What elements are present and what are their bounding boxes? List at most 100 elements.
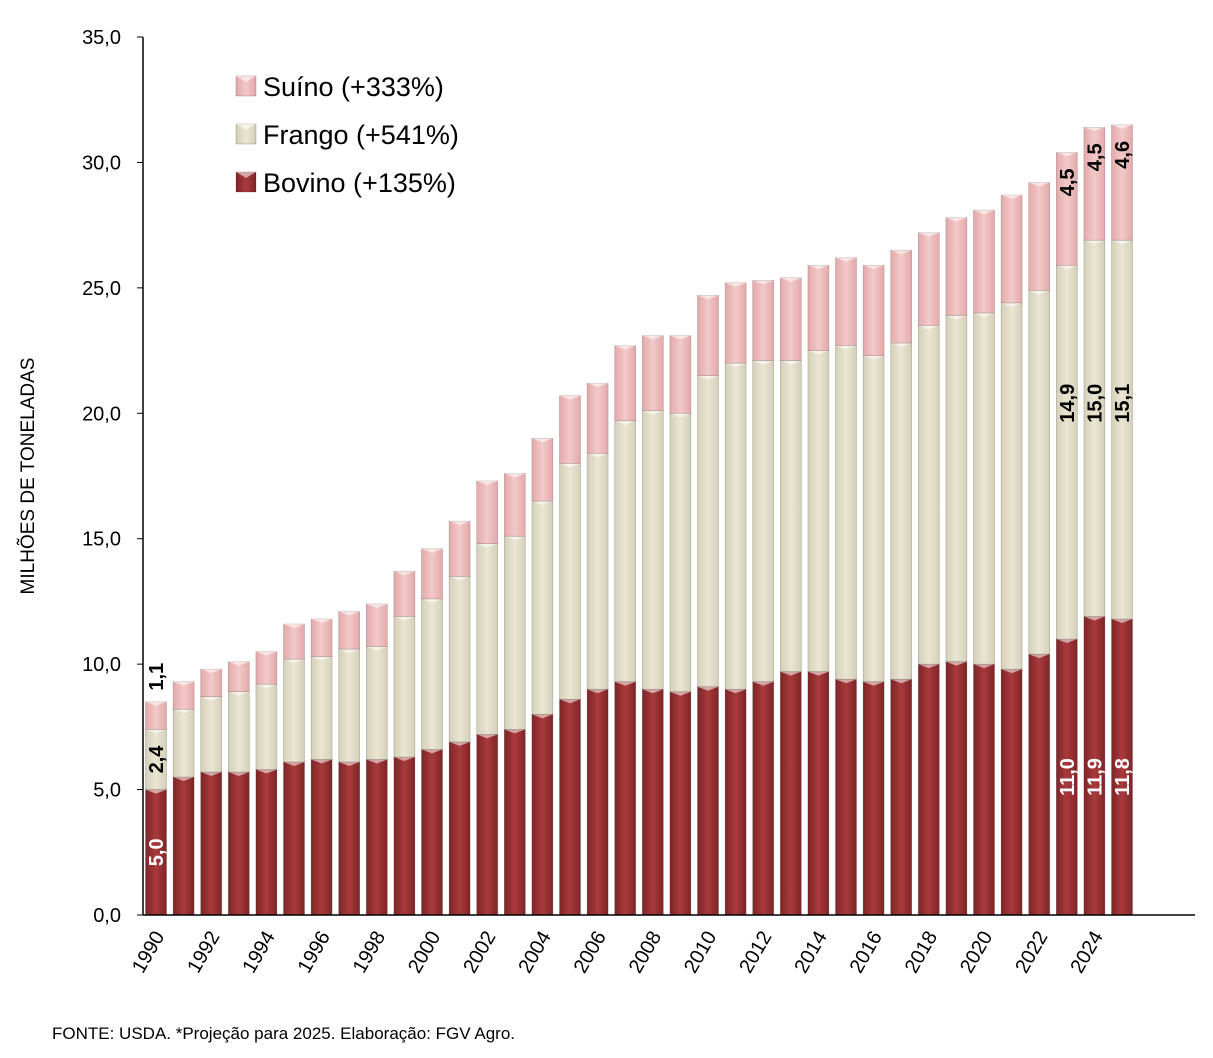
x-tick-label: 2004: [514, 928, 555, 978]
bar-top-bevel: [1111, 240, 1133, 245]
bar-top-bevel: [725, 689, 747, 694]
x-tick-labels: 1990 1992 1994 1996 1998 2000 2002 2004 2006 2008…: [128, 928, 1108, 978]
bar-bovino-1994: [255, 769, 278, 916]
bar-top-bevel: [145, 789, 167, 794]
bar-bovino-2020: [973, 663, 995, 916]
bar-top-bevel: [807, 350, 829, 355]
bar-top-bevel: [669, 413, 691, 418]
x-tick-label: 2008: [625, 928, 666, 978]
bar-bovino-2019: [945, 661, 968, 916]
bar-top-bevel: [338, 611, 360, 616]
bar-frango-2004: [531, 500, 554, 715]
bar-top-bevel: [283, 761, 305, 766]
x-tick-label: 2002: [459, 928, 500, 978]
bar-top-bevel: [1056, 265, 1078, 270]
x-tick-label: 1998: [349, 928, 390, 978]
bar-top-bevel: [504, 729, 526, 734]
bar-top-bevel: [752, 360, 774, 365]
bar-bovino-2011: [724, 688, 747, 916]
bar-bovino-2000: [421, 749, 443, 916]
x-tick-label: 2024: [1066, 928, 1107, 978]
bar-suino-2012: [752, 280, 775, 361]
bar-suino-2007: [614, 345, 637, 422]
bar-top-bevel: [283, 659, 305, 664]
bar-frango-2022: [1028, 290, 1050, 655]
bar-top-bevel: [835, 257, 857, 262]
bar-top-bevel: [255, 651, 277, 656]
data-label-frango: 15,0: [1084, 384, 1106, 423]
x-tick-label: 2016: [846, 928, 887, 978]
bar-suino-1993: [228, 661, 250, 693]
bar-top-bevel: [1111, 124, 1133, 129]
bar-top-bevel: [863, 681, 885, 686]
bar-top-bevel: [835, 679, 857, 684]
bar-top-bevel: [945, 217, 967, 222]
bar-bovino-2002: [476, 734, 499, 916]
bar-top-bevel: [173, 681, 195, 686]
bar-top-bevel: [973, 210, 995, 215]
bar-suino-2008: [641, 335, 664, 412]
x-tick-label: 2014: [790, 928, 831, 978]
bar-top-bevel: [614, 345, 636, 350]
bar-frango-1995: [283, 658, 305, 763]
data-label-bovino: 5,0: [146, 838, 168, 866]
bar-top-bevel: [228, 772, 250, 777]
bar-bovino-1995: [283, 761, 305, 916]
bar-top-bevel: [228, 661, 250, 666]
bar-suino-1990: [145, 701, 167, 730]
x-tick-label: 2010: [680, 928, 721, 978]
x-tick-label: 1994: [238, 928, 279, 978]
x-tick-label: 2018: [901, 928, 942, 978]
bar-frango-2021: [1000, 302, 1023, 670]
bar-suino-2006: [586, 382, 609, 454]
bar-top-bevel: [476, 543, 498, 548]
bar-suino-1992: [200, 668, 222, 698]
bar-suino-2009: [669, 335, 692, 414]
bar-top-bevel: [807, 265, 829, 270]
bar-top-bevel: [311, 759, 333, 764]
bar-frango-2019: [945, 315, 968, 662]
bar-frango-2008: [641, 410, 664, 690]
legend-label-frango: Frango (+541%): [263, 120, 459, 150]
bar-top-bevel: [559, 395, 581, 400]
bar-bovino-2001: [448, 741, 471, 916]
bar-top-bevel: [173, 777, 195, 782]
y-tick-label: 25,0: [82, 278, 121, 300]
bar-frango-2012: [752, 360, 775, 683]
legend-swatch-bevel: [236, 172, 256, 178]
bar-top-bevel: [697, 375, 719, 380]
bar-frango-2024: [1083, 239, 1106, 617]
data-label-bovino: 11,8: [1112, 758, 1134, 796]
data-label-frango: 14,9: [1057, 384, 1079, 423]
bar-top-bevel: [1028, 182, 1050, 187]
bar-suino-2005: [559, 395, 581, 464]
legend-swatch-bevel: [236, 76, 256, 82]
bars-layer: [145, 124, 1133, 916]
bar-bovino-2008: [641, 688, 664, 916]
bar-suino-2013: [779, 277, 802, 361]
bar-top-bevel: [145, 701, 167, 706]
x-tick-label: 2012: [735, 928, 776, 978]
bar-top-bevel: [228, 691, 250, 696]
bar-suino-2002: [476, 480, 499, 545]
bar-top-bevel: [863, 355, 885, 360]
bar-top-bevel: [421, 598, 443, 603]
x-tick-label: 1990: [128, 928, 169, 978]
bar-top-bevel: [338, 649, 360, 654]
bar-top-bevel: [945, 661, 967, 666]
bar-top-bevel: [338, 761, 360, 766]
bar-frango-2003: [503, 535, 526, 730]
bar-frango-2010: [697, 375, 719, 688]
legend: Suíno (+333%) Frango (+541%) Bovino (+135%…: [235, 72, 459, 198]
bar-frango-2001: [448, 576, 471, 743]
bar-top-bevel: [476, 734, 498, 739]
bar-top-bevel: [1083, 240, 1105, 245]
bar-top-bevel: [780, 671, 802, 676]
y-axis-title: MILHÕES DE TONELADAS: [17, 358, 39, 595]
bar-frango-1997: [338, 648, 361, 763]
bar-frango-2009: [669, 412, 692, 693]
bar-top-bevel: [945, 315, 967, 320]
bar-bovino-2010: [697, 686, 719, 916]
bar-frango-2014: [807, 350, 830, 672]
bar-top-bevel: [311, 618, 333, 623]
